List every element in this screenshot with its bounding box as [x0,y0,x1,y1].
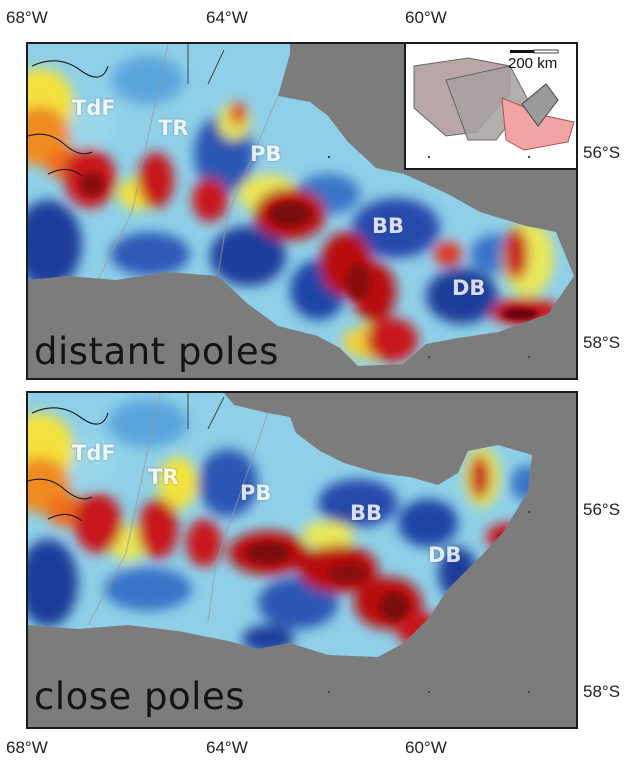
inset-survey-outlines [413,49,575,151]
lon-label-60w-bottom: 60°W [405,738,447,757]
lat-label-58s-top: 58°S [583,333,621,352]
lon-label-60w-top: 60°W [405,8,447,27]
inset-locator-map: 200 km [404,44,576,170]
lat-label-58s-bottom: 58°S [583,682,621,701]
region-label-tr: TR [148,465,179,489]
coastline [28,407,109,522]
grid-marker [428,356,430,358]
region-label-tdf: TdF [72,96,116,120]
region-label-bb: BB [372,214,405,238]
map-panel-close-poles: TdF TR PB BB DB close poles [26,391,578,729]
grid-marker [528,511,530,513]
region-label-tr: TR [158,116,189,140]
grid-marker [328,156,330,158]
lat-label-56s-top: 56°S [583,143,621,162]
region-label-pb: PB [250,142,282,166]
lon-label-64w-bottom: 64°W [206,738,248,757]
grid-marker [528,356,530,358]
panel-label-distant-poles: distant poles [34,330,279,373]
map-panel-distant-poles: TdF TR PB BB DB 200 km distant poles [26,42,578,380]
region-label-db: DB [428,543,462,567]
anomaly-map-close [28,393,532,657]
lat-label-56s-bottom: 56°S [583,500,621,519]
grid-marker [528,156,530,158]
lon-label-68w-top: 68°W [6,8,48,27]
region-label-bb: BB [350,501,383,525]
grid-marker [328,691,330,693]
grid-marker [528,691,530,693]
grid-marker [428,691,430,693]
lon-label-64w-top: 64°W [206,8,248,27]
region-label-tdf: TdF [72,441,116,465]
lon-label-68w-bottom: 68°W [6,738,48,757]
scale-bar-label: 200 km [508,55,558,72]
region-label-db: DB [452,276,486,300]
region-label-pb: PB [240,481,272,505]
grid-marker [428,156,430,158]
coastline [28,60,109,177]
panel-label-close-poles: close poles [34,675,246,718]
